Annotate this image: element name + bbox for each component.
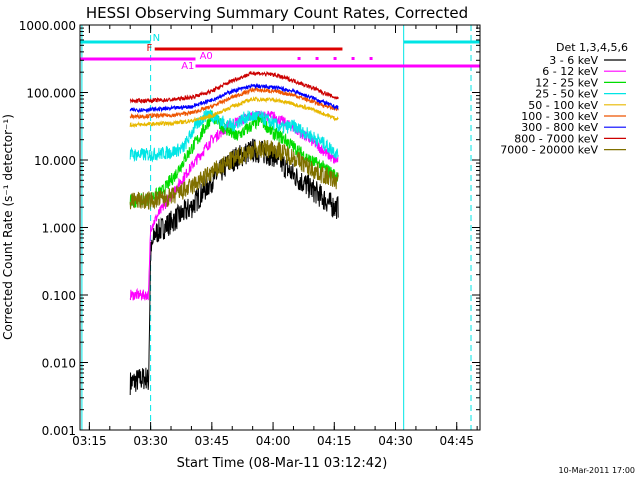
y-axis: 1000.000 100.000 10.000 1.000 0.100 0.010 0.00…	[19, 19, 480, 438]
date-stamp: 10-Mar-2011 17:00	[559, 466, 636, 475]
plot-area: NF A0 A1	[80, 25, 480, 430]
y-tick-label: 1.000	[42, 222, 76, 236]
legend-entry-label: 6 - 12 keV	[542, 65, 598, 78]
series-line-8	[129, 70, 339, 104]
x-tick-label: 03:30	[133, 434, 168, 448]
y-tick-label: 10.000	[34, 154, 76, 168]
x-tick-label: 03:15	[72, 434, 107, 448]
series-line-4	[129, 108, 339, 163]
y-tick-label: 100.000	[26, 87, 76, 101]
legend-entry-label: 800 - 7000 keV	[514, 132, 598, 145]
flag-label-f: F	[147, 43, 153, 54]
series-line-6	[129, 86, 339, 120]
legend-entry-label: 300 - 800 keV	[521, 121, 598, 134]
series-line-7	[129, 82, 339, 114]
x-axis: 03:15 03:30 03:45 04:00 04:15 04:30 04:45	[72, 25, 478, 448]
x-tick-label: 04:15	[317, 434, 352, 448]
legend-entry-label: 100 - 300 keV	[521, 110, 598, 123]
flag-dot	[297, 57, 301, 60]
y-axis-label: Corrected Count Rate (s⁻¹ detector⁻¹)	[1, 114, 15, 340]
legend-entry-label: 12 - 25 keV	[535, 76, 598, 89]
y-tick-label: 0.010	[42, 357, 76, 371]
y-tick-label: 0.100	[42, 289, 76, 303]
series-line-2	[129, 110, 339, 302]
legend-title: Det 1,3,4,5,6	[556, 41, 628, 54]
series-line-9	[129, 139, 339, 210]
flag-label-a1: A1	[181, 61, 194, 72]
y-tick-label: 0.001	[42, 424, 76, 438]
x-tick-label: 04:45	[439, 434, 474, 448]
series-line-5	[129, 96, 339, 128]
x-tick-label: 04:00	[256, 434, 291, 448]
flag-dot	[351, 57, 355, 60]
x-axis-label: Start Time (08-Mar-11 03:12:42)	[177, 456, 388, 471]
series-line-1	[129, 138, 339, 396]
legend-entry-label: 3 - 6 keV	[549, 54, 598, 67]
legend-entry-label: 50 - 100 keV	[528, 99, 598, 112]
plot-frame	[79, 24, 481, 431]
flag-dot	[315, 57, 319, 60]
flag-label-n: N	[153, 33, 160, 44]
chart-title: HESSI Observing Summary Count Rates, Cor…	[86, 4, 468, 22]
flag-dot	[333, 57, 337, 60]
y-tick-label: 1000.000	[19, 19, 76, 33]
legend-entry-label: 25 - 50 keV	[535, 88, 598, 101]
x-tick-label: 03:45	[195, 434, 230, 448]
x-tick-label: 04:30	[378, 434, 413, 448]
flag-label-a0: A0	[200, 51, 213, 62]
flag-dot	[369, 57, 373, 60]
legend-entry-label: 7000 - 20000 keV	[500, 144, 598, 157]
